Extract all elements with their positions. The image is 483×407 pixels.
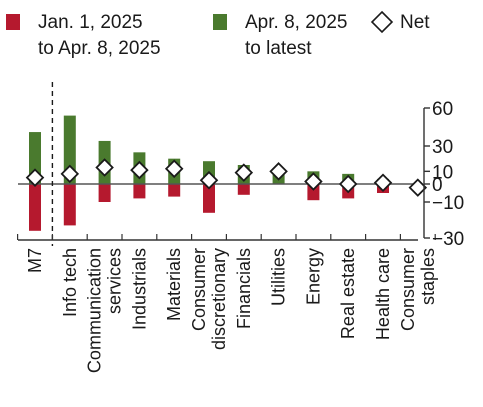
bar-neg-5	[168, 184, 181, 197]
legend-swatch-2	[213, 14, 227, 30]
right-tick-label-5: −10	[432, 193, 464, 214]
category-label-6-line-2: discretionary	[209, 248, 229, 350]
category-labels: M7 Info tech Communication services Industri…	[25, 248, 438, 373]
category-label-1-line-1: M7	[25, 248, 45, 273]
right-tick-label-2: 30	[432, 137, 453, 158]
legend-label-1-line-1: Jan. 1, 2025	[38, 12, 143, 33]
bar-neg-6	[203, 184, 215, 213]
net-diamond-4	[130, 160, 149, 180]
legend-label-1-line-2: to Apr. 8, 2025	[38, 38, 161, 59]
category-label-6: Consumer discretionary	[189, 248, 229, 350]
right-tick-label-4: 0	[432, 175, 443, 196]
net-diamond-9	[304, 172, 323, 191]
category-label-12-line-1: Consumer	[398, 248, 418, 331]
legend-label-3-line-1: Net	[400, 12, 430, 33]
legend-swatch-1	[6, 14, 20, 30]
category-label-4-line-1: Industrials	[129, 248, 149, 330]
bar-neg-4	[133, 184, 146, 199]
right-tick-label-6: −30	[432, 229, 464, 250]
category-label-4: Industrials	[129, 248, 149, 330]
bar-neg-1	[29, 184, 41, 231]
category-label-3-line-2: services	[105, 248, 125, 314]
category-label-9-line-1: Energy	[303, 248, 323, 305]
category-label-5: Materials	[164, 248, 184, 321]
category-label-12-line-2: staples	[418, 248, 438, 305]
category-label-7-line-1: Financials	[234, 248, 254, 329]
category-label-2-line-1: Info tech	[60, 248, 80, 317]
bar-neg-7	[237, 184, 250, 195]
net-diamond-7	[234, 163, 254, 182]
net-diamond-5	[164, 159, 184, 179]
bar-pos-2	[63, 115, 76, 184]
category-label-10-line-1: Real estate	[338, 248, 358, 339]
category-label-1: M7	[25, 248, 45, 273]
category-label-11-line-1: Health care	[373, 248, 393, 340]
bar-neg-3	[98, 184, 111, 202]
net-diamond-12	[408, 178, 428, 197]
category-label-7: Financials	[234, 248, 254, 329]
category-label-6-line-1: Consumer	[189, 248, 209, 331]
legend-diamond-icon	[370, 10, 394, 34]
category-label-8: Utilities	[269, 248, 289, 306]
bar-neg-2	[63, 184, 76, 226]
bar-neg-9	[307, 184, 320, 201]
legend-label-2-line-2: to latest	[245, 38, 312, 59]
category-label-9: Energy	[303, 248, 323, 305]
category-label-8-line-1: Utilities	[269, 248, 289, 306]
right-axis: 60 30 100−10 −30	[423, 99, 464, 250]
net-diamond-11	[373, 173, 393, 193]
net-diamond-2	[60, 164, 80, 184]
right-tick-label-3: 10	[432, 162, 453, 183]
category-label-11: Health care	[373, 248, 393, 340]
plot-area	[17, 82, 436, 246]
net-diamond-8	[269, 162, 288, 181]
legend: Jan. 1, 2025 to Apr. 8, 2025 Apr. 8, 2025 t…	[6, 10, 430, 59]
right-tick-label-1: 60	[432, 99, 453, 120]
category-label-3-line-1: Communication	[85, 248, 105, 373]
net-diamond-3	[95, 158, 114, 177]
net-diamond-1	[25, 168, 45, 187]
category-label-3: Communication services	[85, 248, 125, 373]
bar-pos-1	[29, 132, 41, 184]
net-diamond-6	[199, 170, 219, 190]
category-label-12: Consumer staples	[398, 248, 438, 331]
category-label-2: Info tech	[60, 248, 80, 317]
legend-label-2-line-1: Apr. 8, 2025	[245, 12, 347, 33]
net-diamond-10	[338, 174, 358, 194]
category-label-5-line-1: Materials	[164, 248, 184, 321]
category-label-10: Real estate	[338, 248, 358, 339]
